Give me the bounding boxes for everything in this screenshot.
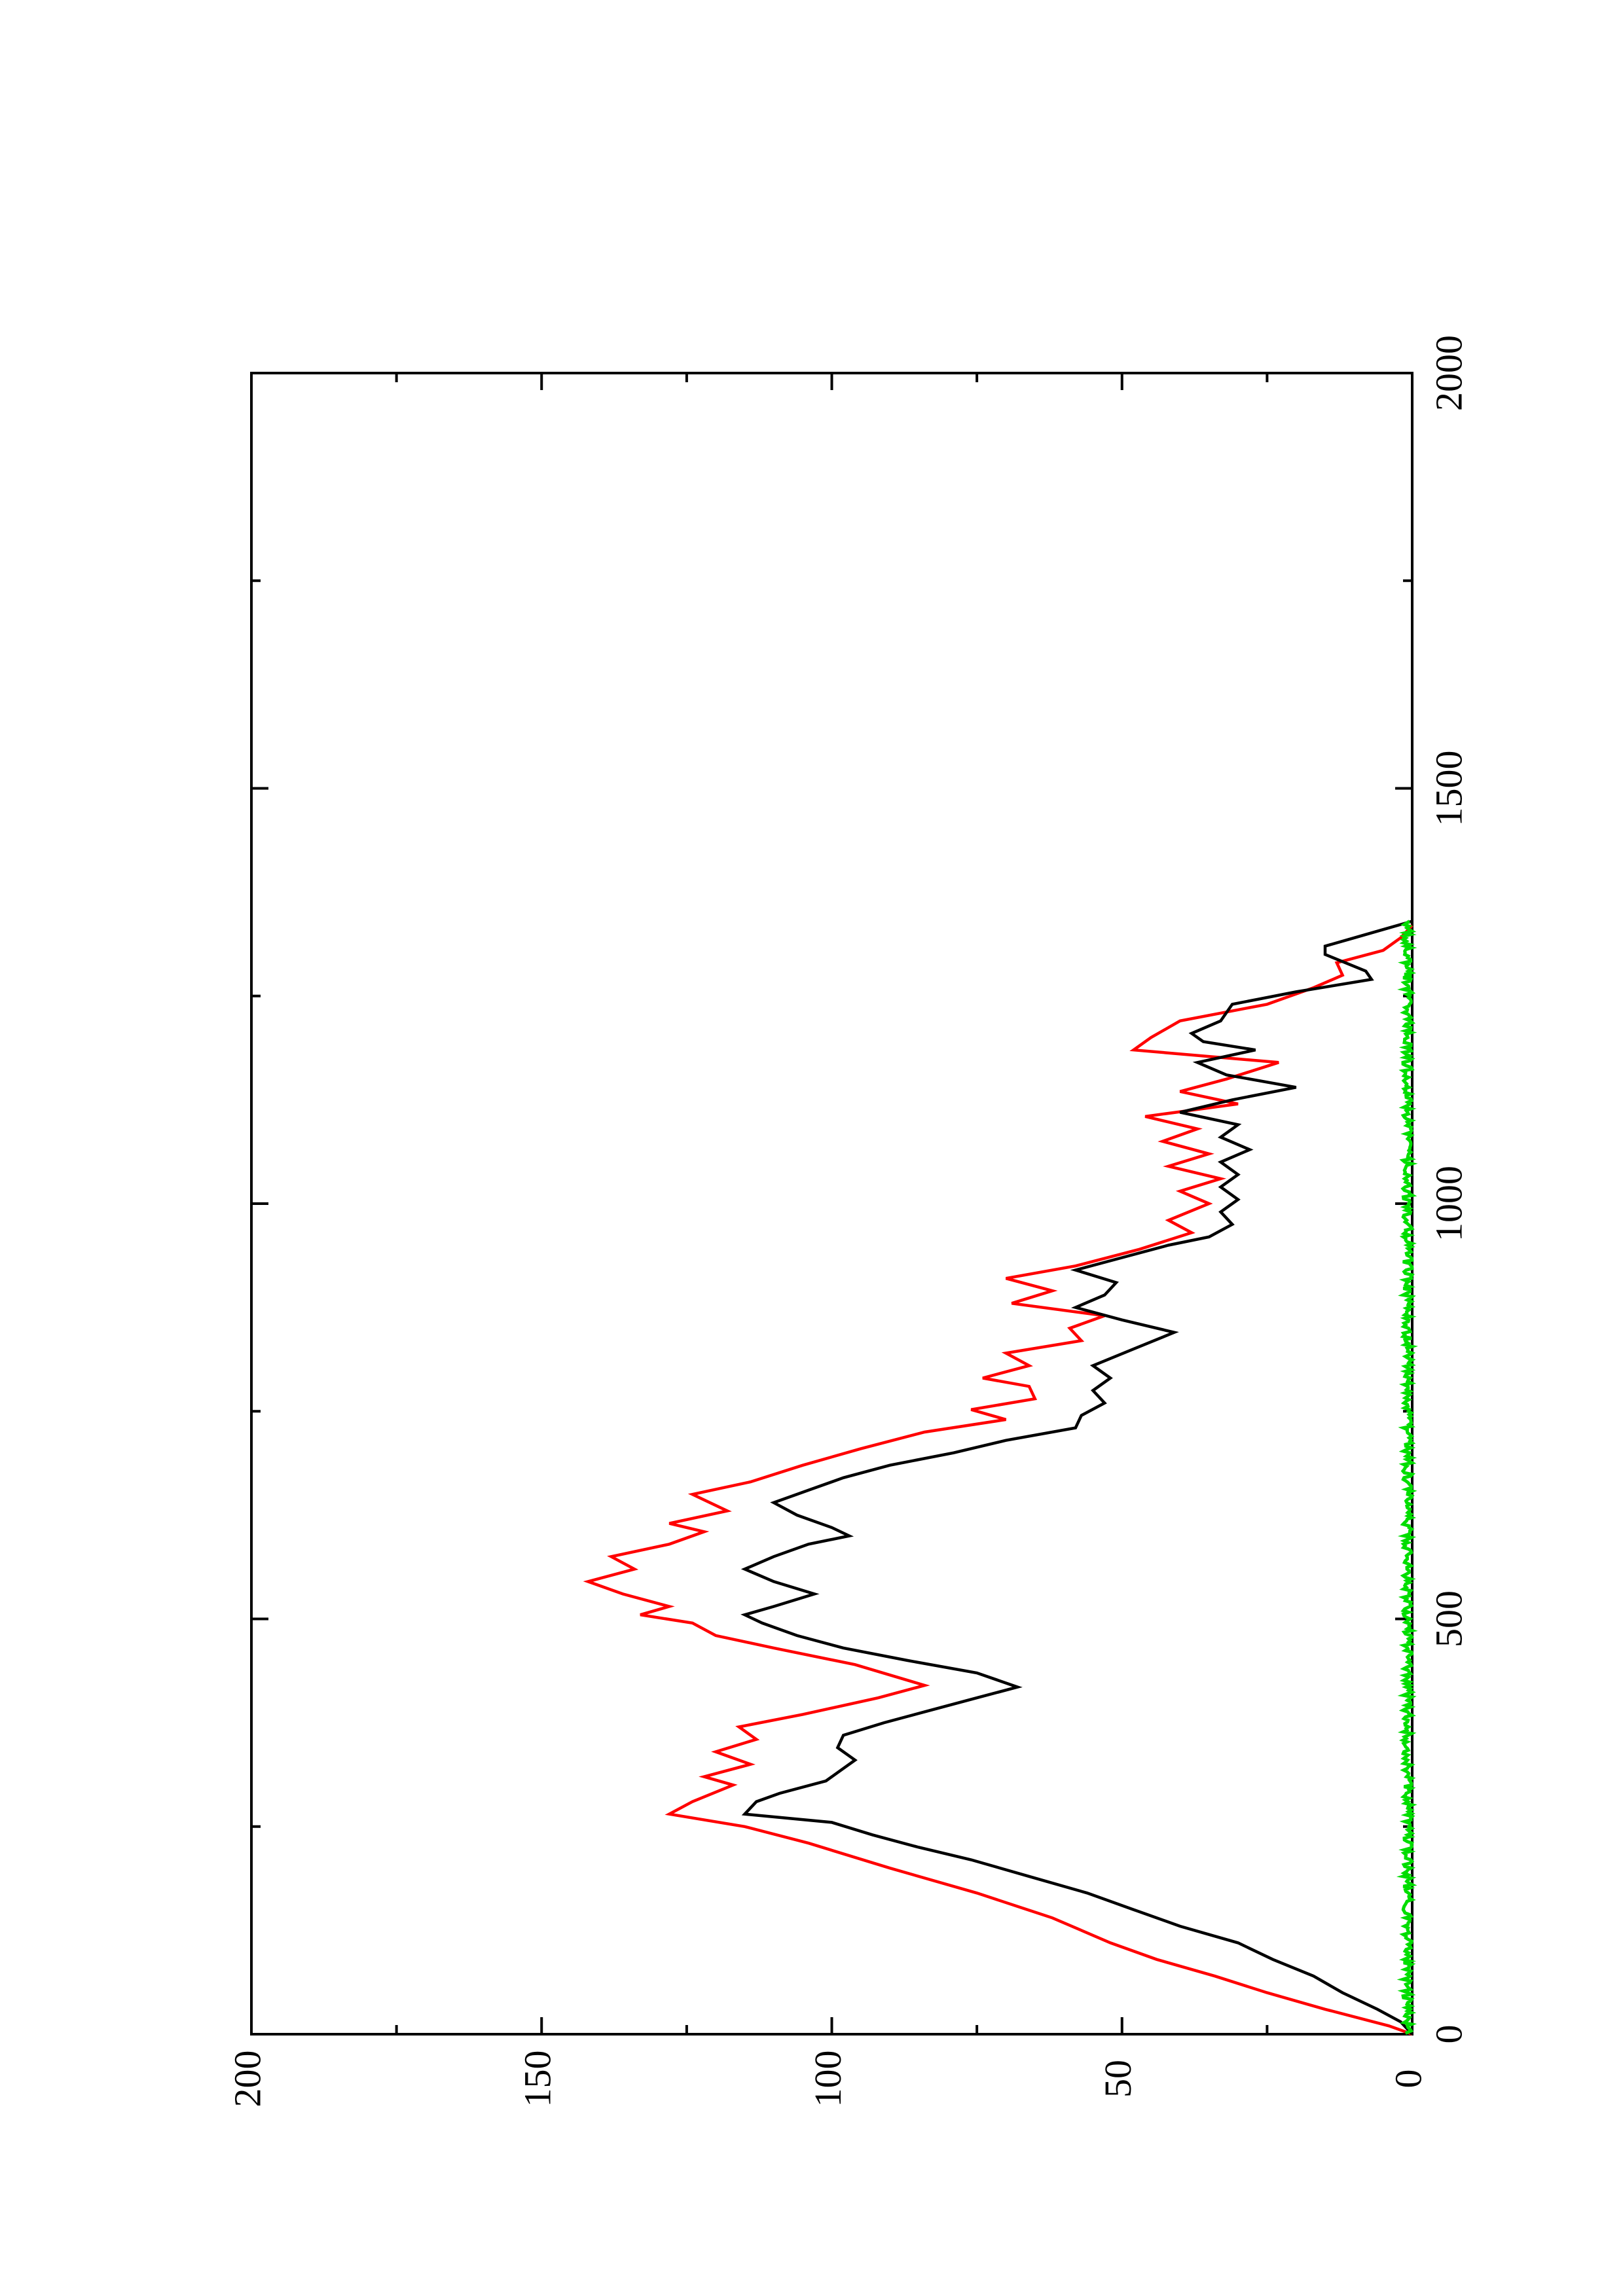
axis-ticks <box>250 372 1413 2036</box>
series-group <box>583 920 1418 2036</box>
x-tick-label: 1000 <box>1427 1166 1470 1242</box>
tick-labels: 0 500 1000 1500 2000 0 50 100 150 200 <box>226 335 1470 2108</box>
x-tick-label: 2000 <box>1427 335 1470 411</box>
series-line-0 <box>583 924 1413 2036</box>
series-line-1 <box>740 920 1413 2036</box>
series-line-2 <box>1396 920 1418 2035</box>
y-tick-label: 100 <box>807 2051 849 2108</box>
y-tick-label: 150 <box>517 2051 559 2108</box>
x-tick-label: 0 <box>1427 2025 1470 2044</box>
x-tick-label: 1500 <box>1427 751 1470 827</box>
plot-frame <box>250 372 1413 2036</box>
y-tick-label: 200 <box>226 2051 268 2108</box>
x-tick-label: 500 <box>1427 1590 1470 1647</box>
y-tick-label: 0 <box>1387 2070 1429 2089</box>
y-tick-label: 50 <box>1097 2060 1139 2098</box>
